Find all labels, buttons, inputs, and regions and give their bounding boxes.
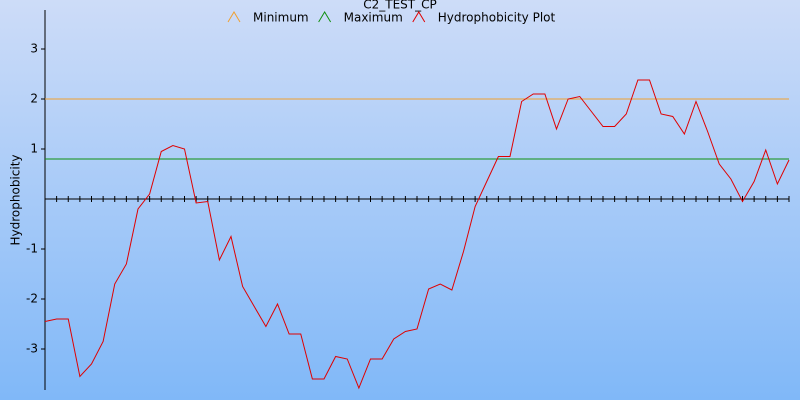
y-tick-label: -1 [26, 242, 38, 256]
data-line [44, 79, 790, 390]
y-tick-label: 3 [30, 42, 38, 56]
y-axis-label: Hydrophobicity [9, 154, 23, 245]
y-tick-label: 1 [30, 142, 38, 156]
legend-label: Maximum [344, 11, 403, 25]
chart-title: C2_TEST_CP [363, 0, 437, 12]
legend-icon [227, 11, 241, 23]
y-tick-label: -3 [26, 342, 38, 356]
legend-icon [318, 11, 332, 23]
legend-label: Minimum [253, 11, 309, 25]
y-tick-label: 2 [30, 92, 38, 106]
legend-icon [412, 11, 426, 23]
legend: Minimum Maximum Hydrophobicity Plot [227, 11, 556, 25]
y-tick-label: -2 [26, 292, 38, 306]
legend-label: Hydrophobicity Plot [438, 11, 556, 25]
